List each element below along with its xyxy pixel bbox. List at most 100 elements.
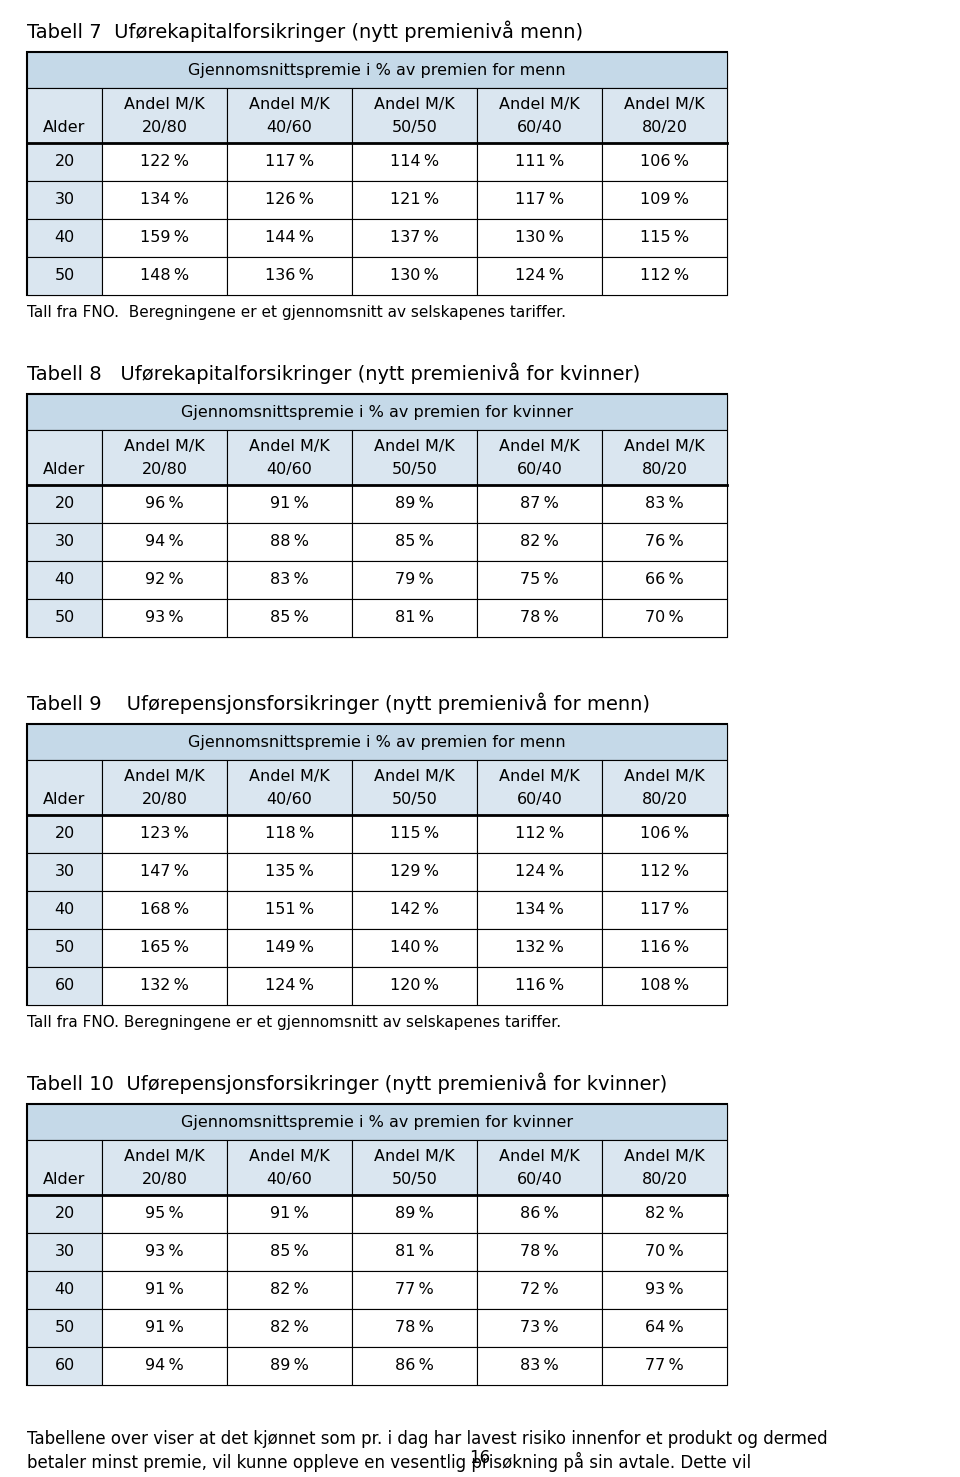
Text: 89 %: 89 % (270, 1359, 309, 1374)
Bar (227, 523, 352, 561)
Bar (227, 815, 352, 854)
Text: 144 %: 144 % (265, 230, 314, 245)
Text: Tabellene over viser at det kjønnet som pr. i dag har lavest risiko innenfor et : Tabellene over viser at det kjønnet som … (27, 1430, 828, 1447)
Text: 106 %: 106 % (640, 155, 689, 170)
Bar (477, 761, 602, 815)
Text: 81 %: 81 % (395, 1245, 434, 1260)
Bar (102, 89, 227, 143)
Bar (102, 967, 227, 1004)
Bar (227, 929, 352, 967)
Text: 80/20: 80/20 (641, 120, 687, 134)
Bar (227, 1272, 352, 1309)
Bar (602, 523, 727, 561)
Bar (27, 815, 102, 854)
Text: 20: 20 (55, 1207, 75, 1221)
Text: Andel M/K: Andel M/K (374, 439, 455, 453)
Text: 142 %: 142 % (390, 902, 439, 917)
Text: 82 %: 82 % (520, 535, 559, 549)
Text: 112 %: 112 % (640, 864, 689, 879)
Bar (602, 929, 727, 967)
Text: Andel M/K: Andel M/K (499, 97, 580, 112)
Bar (27, 724, 727, 1004)
Bar (602, 89, 727, 143)
Text: 60/40: 60/40 (516, 120, 563, 134)
Bar (27, 182, 102, 219)
Text: 76 %: 76 % (645, 535, 684, 549)
Bar (477, 929, 602, 967)
Bar (227, 761, 352, 815)
Text: 88 %: 88 % (270, 535, 309, 549)
Bar (227, 891, 352, 929)
Bar (227, 1233, 352, 1272)
Text: 80/20: 80/20 (641, 462, 687, 477)
Text: 165 %: 165 % (140, 941, 189, 956)
Bar (102, 257, 227, 295)
Text: Andel M/K: Andel M/K (374, 97, 455, 112)
Bar (352, 1195, 477, 1233)
Text: 73 %: 73 % (520, 1320, 559, 1335)
Text: 64 %: 64 % (645, 1320, 684, 1335)
Bar (102, 1272, 227, 1309)
Text: 134 %: 134 % (516, 902, 564, 917)
Text: 20/80: 20/80 (141, 1173, 187, 1188)
Text: 60: 60 (55, 1359, 75, 1374)
Bar (477, 182, 602, 219)
Bar (602, 561, 727, 600)
Text: Andel M/K: Andel M/K (624, 770, 705, 784)
Text: 85 %: 85 % (270, 610, 309, 625)
Text: 20: 20 (55, 496, 75, 511)
Bar (102, 761, 227, 815)
Text: Andel M/K: Andel M/K (250, 439, 330, 453)
Bar (27, 724, 727, 761)
Text: Andel M/K: Andel M/K (124, 97, 204, 112)
Text: 159 %: 159 % (140, 230, 189, 245)
Text: 94 %: 94 % (145, 1359, 184, 1374)
Text: 82 %: 82 % (270, 1282, 309, 1297)
Bar (102, 143, 227, 182)
Bar (227, 1347, 352, 1385)
Bar (602, 1140, 727, 1195)
Bar (477, 815, 602, 854)
Text: 50: 50 (55, 269, 75, 284)
Bar (27, 967, 102, 1004)
Text: Andel M/K: Andel M/K (624, 1149, 705, 1164)
Bar (352, 1233, 477, 1272)
Bar (352, 89, 477, 143)
Bar (227, 257, 352, 295)
Bar (27, 854, 102, 891)
Text: 93 %: 93 % (145, 610, 183, 625)
Bar (27, 1195, 102, 1233)
Bar (477, 1140, 602, 1195)
Text: 83 %: 83 % (270, 573, 309, 588)
Bar (602, 815, 727, 854)
Text: 129 %: 129 % (390, 864, 439, 879)
Text: Andel M/K: Andel M/K (624, 439, 705, 453)
Text: 50: 50 (55, 1320, 75, 1335)
Bar (352, 929, 477, 967)
Text: 82 %: 82 % (270, 1320, 309, 1335)
Text: 93 %: 93 % (645, 1282, 684, 1297)
Bar (477, 1309, 602, 1347)
Text: Andel M/K: Andel M/K (250, 770, 330, 784)
Text: 120 %: 120 % (390, 978, 439, 994)
Text: 117 %: 117 % (265, 155, 314, 170)
Bar (352, 854, 477, 891)
Text: 115 %: 115 % (390, 827, 439, 842)
Text: 40/60: 40/60 (267, 1173, 312, 1188)
Bar (477, 523, 602, 561)
Text: Alder: Alder (43, 792, 85, 806)
Text: 140 %: 140 % (390, 941, 439, 956)
Text: Andel M/K: Andel M/K (250, 97, 330, 112)
Text: 132 %: 132 % (516, 941, 564, 956)
Text: 89 %: 89 % (396, 496, 434, 511)
Bar (27, 1272, 102, 1309)
Bar (477, 854, 602, 891)
Bar (352, 600, 477, 637)
Text: 91 %: 91 % (270, 496, 309, 511)
Text: 117 %: 117 % (640, 902, 689, 917)
Text: Tall fra FNO. Beregningene er et gjennomsnitt av selskapenes tariffer.: Tall fra FNO. Beregningene er et gjennom… (27, 1015, 562, 1029)
Text: 108 %: 108 % (640, 978, 689, 994)
Text: 148 %: 148 % (140, 269, 189, 284)
Text: 106 %: 106 % (640, 827, 689, 842)
Bar (27, 89, 102, 143)
